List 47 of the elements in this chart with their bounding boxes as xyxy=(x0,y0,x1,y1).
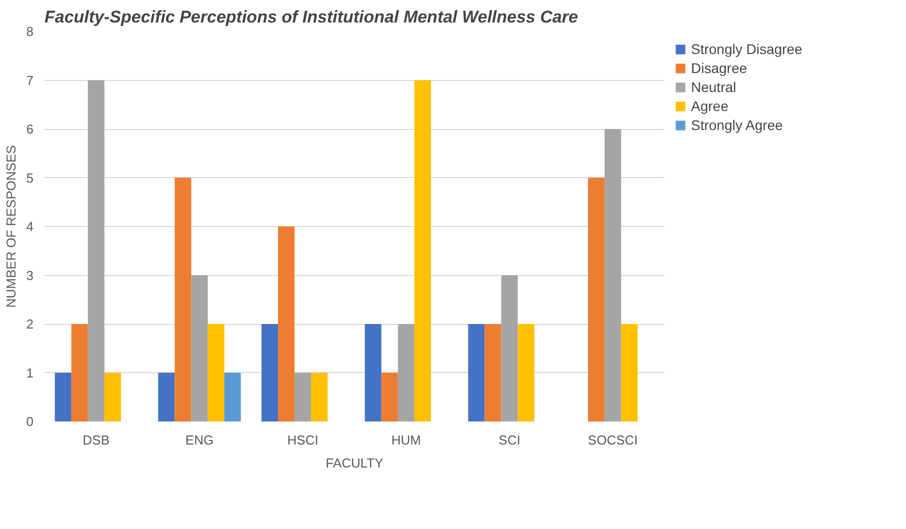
x-tick-label: ENG xyxy=(185,432,214,448)
bar xyxy=(71,324,88,422)
bar xyxy=(311,372,328,422)
x-tick-label: HSCI xyxy=(287,432,318,448)
y-tick-label: 3 xyxy=(26,268,34,283)
x-tick-label: HUM xyxy=(391,432,421,448)
x-tick-label: SCI xyxy=(498,432,520,448)
y-tick-label: 2 xyxy=(26,316,34,332)
y-tick-label: 0 xyxy=(26,414,34,429)
bar xyxy=(398,324,414,422)
bar xyxy=(501,275,518,422)
chart-title: Faculty-Specific Perceptions of Institutional Mental Wellness Care xyxy=(44,8,578,26)
y-tick-label: 7 xyxy=(26,72,34,88)
bar xyxy=(208,324,224,422)
bar xyxy=(588,178,605,422)
bar xyxy=(158,372,175,422)
legend-label: Strongly Disagree xyxy=(691,41,802,57)
bar xyxy=(262,324,278,422)
bar xyxy=(621,324,638,422)
bar xyxy=(414,80,431,422)
bar xyxy=(104,372,121,422)
bar xyxy=(484,324,502,422)
bar xyxy=(294,372,312,422)
bar xyxy=(518,324,534,422)
y-tick-label: 8 xyxy=(26,24,34,39)
bar xyxy=(468,324,485,422)
bar xyxy=(604,129,622,422)
y-axis-title: NUMBER OF RESPONSES xyxy=(3,144,18,308)
bar xyxy=(278,226,295,422)
y-tick-label: 1 xyxy=(26,365,34,380)
x-tick-label: DSB xyxy=(82,432,110,448)
bar xyxy=(174,178,192,422)
bar xyxy=(224,372,241,422)
y-tick-label: 4 xyxy=(26,219,34,234)
y-tick-label: 6 xyxy=(26,122,34,136)
y-tick-label: 5 xyxy=(26,170,34,186)
legend-label: Disagree xyxy=(691,60,748,76)
bar xyxy=(54,372,72,422)
x-tick-label: SOCSCI xyxy=(588,432,638,448)
bar xyxy=(88,80,104,422)
legend-label: Neutral xyxy=(691,79,736,95)
x-axis-title: FACULTY xyxy=(326,456,384,470)
legend-label: Agree xyxy=(691,98,728,114)
bar xyxy=(364,324,382,422)
legend-label: Strongly Agree xyxy=(691,117,783,133)
bar xyxy=(381,372,398,422)
bar xyxy=(191,275,208,422)
